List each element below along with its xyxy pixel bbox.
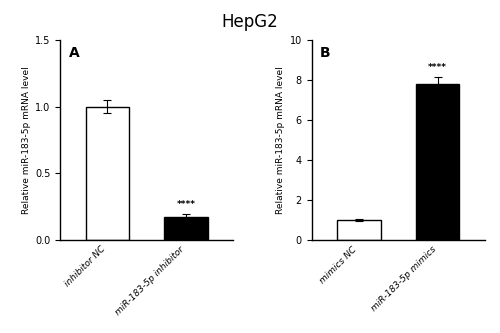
Bar	[86, 107, 129, 240]
Y-axis label: Relative miR-183-5p mRNA level: Relative miR-183-5p mRNA level	[276, 66, 285, 214]
Y-axis label: Relative miR-183-5p mRNA level: Relative miR-183-5p mRNA level	[22, 66, 30, 214]
Bar	[164, 217, 208, 240]
Text: ****: ****	[428, 63, 447, 72]
Text: B: B	[320, 46, 331, 60]
Bar	[337, 220, 380, 240]
Text: ****: ****	[176, 200, 196, 209]
Text: HepG2: HepG2	[222, 13, 278, 31]
Bar	[416, 84, 460, 240]
Text: A: A	[68, 46, 80, 60]
